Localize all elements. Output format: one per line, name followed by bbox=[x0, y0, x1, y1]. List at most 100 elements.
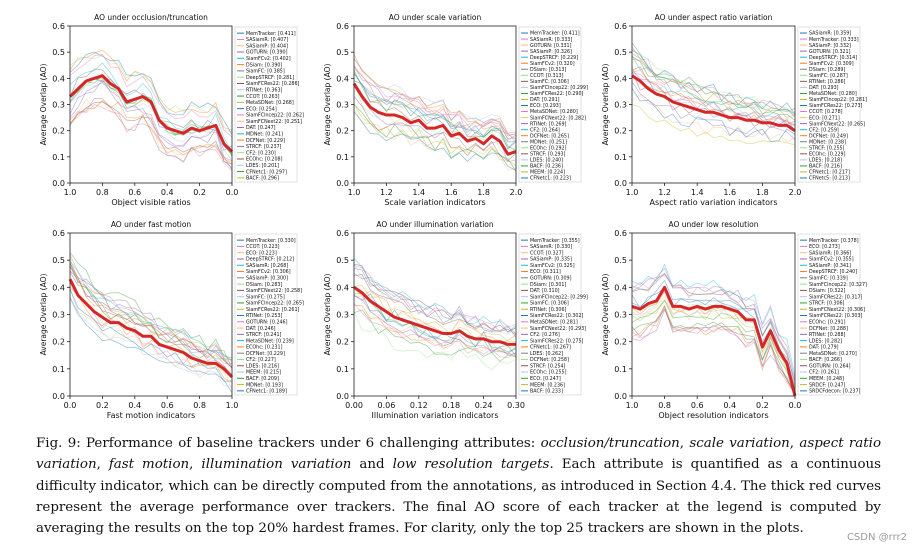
legend-entry: SiamFCRes22: [0.275] bbox=[530, 338, 584, 344]
tracker-curve bbox=[69, 266, 233, 369]
tracker-curve bbox=[69, 263, 233, 365]
legend-entry: MemTracker: [0.355] bbox=[530, 238, 580, 244]
legend-entry: SASiamP: [0.335] bbox=[530, 257, 572, 263]
legend-entry: SASiamR: [0.333] bbox=[530, 37, 572, 43]
legend-entry: RTINet: [0.288] bbox=[809, 332, 845, 338]
x-tick-label: 0.18 bbox=[442, 401, 460, 410]
legend-entry: SiamFC: [0.339] bbox=[809, 276, 848, 282]
tracker-curve bbox=[631, 289, 796, 395]
legend-entry: DeepSTRCF: [0.314] bbox=[809, 55, 857, 61]
tracker-curve bbox=[631, 66, 796, 128]
caption-separator: , bbox=[189, 457, 202, 473]
legend-entry: MemTracker: [0.411] bbox=[246, 31, 296, 37]
caption-attribute-3: aspect ratio variation bbox=[36, 436, 881, 473]
y-tick-label: 0.6 bbox=[336, 22, 349, 31]
legend-entry: SiamFCIncep22: [0.299] bbox=[530, 85, 588, 91]
y-tick-label: 0.6 bbox=[336, 229, 349, 238]
tracker-curve bbox=[353, 73, 517, 140]
tracker-curve bbox=[69, 53, 233, 138]
legend-entry: ECO: [0.271] bbox=[809, 115, 840, 121]
tracker-curve bbox=[631, 274, 796, 383]
tracker-curve bbox=[69, 252, 233, 359]
tracker-curve bbox=[353, 65, 517, 137]
tracker-curve bbox=[353, 80, 517, 150]
tracker-curve bbox=[69, 254, 233, 365]
legend-entry: SiamFC: [0.306] bbox=[530, 79, 569, 85]
x-axis-label: Object resolution indicators bbox=[658, 411, 768, 420]
tracker-curve bbox=[69, 97, 233, 171]
legend-entry: ECOhc: [0.292] bbox=[530, 145, 567, 151]
legend-entry: MDNet: [0.241] bbox=[246, 132, 283, 138]
caption-separator: , bbox=[789, 436, 800, 451]
y-tick-label: 0.2 bbox=[52, 338, 65, 347]
tracker-curve bbox=[353, 70, 517, 151]
legend-entry: SiamFCv2: [0.325] bbox=[530, 263, 575, 269]
legend-entry: MEEM: [0.215] bbox=[246, 370, 281, 376]
legend-entry: CFNetc1: [0.217] bbox=[809, 170, 850, 176]
legend-entry: CF2: [0.276] bbox=[530, 332, 560, 338]
legend-entry: SiamFC: [0.306] bbox=[530, 301, 569, 307]
caption-separator: , bbox=[679, 436, 690, 451]
caption-attribute-4: fast motion bbox=[108, 457, 190, 473]
legend-box bbox=[518, 26, 582, 183]
y-tick-label: 0.3 bbox=[614, 311, 627, 320]
tracker-curve bbox=[69, 298, 233, 387]
tracker-curve bbox=[69, 260, 233, 362]
legend-entry: CFNetc1: [0.189] bbox=[246, 389, 287, 395]
tracker-curve bbox=[631, 304, 796, 395]
legend-entry: SiamFCIncep22: [0.281] bbox=[809, 97, 867, 103]
tracker-curve bbox=[69, 51, 233, 135]
tracker-curve bbox=[69, 270, 233, 368]
tracker-curve bbox=[69, 287, 233, 383]
legend-entry: BACF: [0.216] bbox=[809, 164, 842, 170]
y-tick-label: 0.2 bbox=[614, 338, 627, 347]
legend-entry: SiamFCv2: [0.306] bbox=[246, 269, 291, 275]
x-tick-label: 0.2 bbox=[96, 401, 109, 410]
caption-separator: , bbox=[96, 457, 109, 473]
legend-entry: ECOhc: [0.208] bbox=[246, 157, 283, 163]
legend-entry: DCFNet: [0.265] bbox=[530, 133, 569, 139]
legend-entry: SiamFCIncep22: [0.299] bbox=[530, 294, 588, 300]
chart-panel: AO under occlusion/truncation 0.0 0.1 0.2 0.… bbox=[39, 13, 304, 207]
legend-entry: MDNet: [0.193] bbox=[246, 382, 283, 388]
legend-entry: SiamFCv2: [0.402] bbox=[246, 56, 291, 62]
x-tick-label: 1.0 bbox=[226, 401, 239, 410]
x-tick-label: 0.6 bbox=[161, 401, 174, 410]
y-tick-label: 0.3 bbox=[336, 311, 349, 320]
average-curve bbox=[68, 278, 234, 379]
tracker-curve bbox=[631, 81, 796, 140]
legend-entry: DSiam: [0.390] bbox=[246, 62, 282, 68]
x-tick-label: 0.4 bbox=[161, 188, 174, 197]
caption-attribute-6: low resolution targets bbox=[392, 457, 550, 473]
x-tick-label: 0.0 bbox=[226, 188, 239, 197]
legend-entry: MetaSDNet: [0.270] bbox=[809, 351, 857, 357]
legend-entry: LDES: [0.216] bbox=[246, 363, 279, 369]
legend-entry: MetaSDNet: [0.268] bbox=[246, 100, 294, 106]
legend-entry: STRCF: [0.241] bbox=[246, 332, 282, 338]
x-axis-label: Object visible ratios bbox=[111, 198, 190, 207]
legend-entry: MemTracker: [0.378] bbox=[809, 238, 859, 244]
y-tick-label: 0.0 bbox=[614, 392, 627, 401]
legend-entry: CFNetc1: [0.223] bbox=[530, 176, 571, 182]
legend-entry: STRCF: [0.237] bbox=[246, 144, 282, 150]
tracker-curve bbox=[353, 295, 517, 353]
legend-entry: BACF: [0.266] bbox=[809, 357, 842, 363]
tracker-curve bbox=[353, 111, 517, 171]
legend-entry: STRCF: [0.254] bbox=[530, 363, 566, 369]
legend-entry: SiamFC: [0.385] bbox=[246, 69, 285, 75]
tracker-curve bbox=[69, 54, 233, 133]
chart-panel: AO under scale variation 0.0 0.1 0.2 0.3 0.4 0… bbox=[323, 13, 588, 207]
legend-entry: RTINet: [0.253] bbox=[246, 313, 282, 319]
legend-box bbox=[797, 26, 861, 183]
y-tick-label: 0.4 bbox=[52, 283, 65, 292]
tracker-curve bbox=[353, 288, 517, 343]
legend-entry: SiamFC: [0.275] bbox=[246, 294, 285, 300]
tracker-curve bbox=[69, 271, 233, 376]
legend-entry: MetaSDNet: [0.280] bbox=[530, 109, 578, 115]
legend-entry: CFNetc1: [0.267] bbox=[530, 345, 571, 351]
legend-entry: SiamFCRes22: [0.261] bbox=[246, 307, 300, 313]
legend-entry: STRCF: [0.306] bbox=[809, 301, 845, 307]
tracker-curve bbox=[631, 72, 796, 126]
legend-entry: SiamFC: [0.287] bbox=[809, 73, 848, 79]
legend-entry: SASiamP: [0.332] bbox=[809, 43, 851, 49]
